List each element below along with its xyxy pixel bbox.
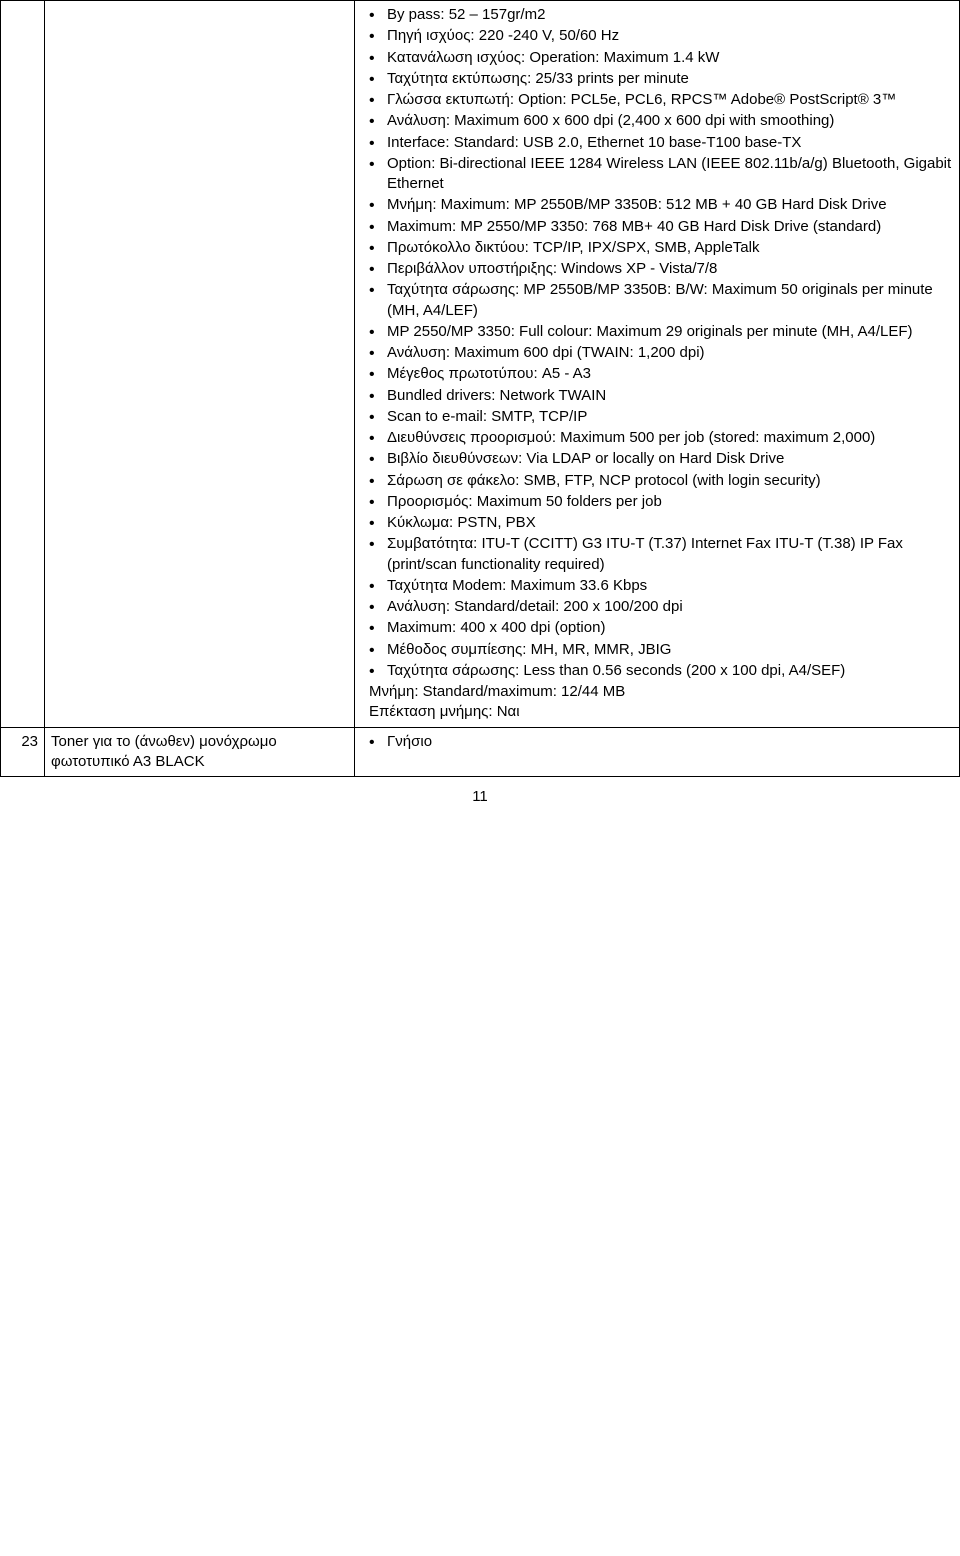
spec-item: Γνήσιο [369, 732, 953, 752]
row-spec-cell: Γνήσιο [355, 727, 960, 777]
trailing-lines: Μνήμη: Standard/maximum: 12/44 MBΕπέκτασ… [361, 682, 953, 723]
spec-item: Συμβατότητα: ITU-T (CCITT) G3 ITU-T (T.3… [369, 534, 953, 575]
spec-item: Ανάλυση: Maximum 600 dpi (TWAIN: 1,200 d… [369, 343, 953, 363]
spec-item: Βιβλίο διευθύνσεων: Via LDAP or locally … [369, 449, 953, 469]
spec-item: Πρωτόκολλο δικτύου: TCP/IP, IPX/SPX, SMB… [369, 238, 953, 258]
spec-item: Μνήμη: Maximum: MP 2550B/MP 3350B: 512 M… [369, 195, 953, 215]
spec-item: MP 2550/MP 3350: Full colour: Maximum 29… [369, 322, 953, 342]
row-number-cell [1, 1, 45, 728]
spec-item: Ταχύτητα σάρωσης: MP 2550B/MP 3350B: B/W… [369, 280, 953, 321]
trailing-line: Επέκταση μνήμης: Ναι [369, 702, 953, 722]
page-number: 11 [0, 777, 960, 813]
spec-item: Ανάλυση: Standard/detail: 200 x 100/200 … [369, 597, 953, 617]
trailing-line: Μνήμη: Standard/maximum: 12/44 MB [369, 682, 953, 702]
row-desc-cell [45, 1, 355, 728]
row-number-cell: 23 [1, 727, 45, 777]
row-description: Toner για το (άνωθεν) μονόχρωμο φωτοτυπι… [51, 733, 277, 770]
row-spec-cell: By pass: 52 – 157gr/m2Πηγή ισχύος: 220 -… [355, 1, 960, 728]
spec-item: Interface: Standard: USB 2.0, Ethernet 1… [369, 133, 953, 153]
spec-item: Διευθύνσεις προορισμού: Maximum 500 per … [369, 428, 953, 448]
spec-table: By pass: 52 – 157gr/m2Πηγή ισχύος: 220 -… [0, 0, 960, 777]
spec-item: Ανάλυση: Maximum 600 x 600 dpi (2,400 x … [369, 111, 953, 131]
spec-item: Ταχύτητα Modem: Maximum 33.6 Kbps [369, 576, 953, 596]
spec-list: By pass: 52 – 157gr/m2Πηγή ισχύος: 220 -… [361, 5, 953, 681]
row-number: 23 [21, 733, 38, 750]
spec-item: Μέθοδος συμπίεσης: MH, MR, MMR, JBIG [369, 640, 953, 660]
spec-item: Σάρωση σε φάκελο: SMB, FTP, NCP protocol… [369, 471, 953, 491]
spec-item: Περιβάλλον υποστήριξης: Windows XP - Vis… [369, 259, 953, 279]
spec-item: Scan to e-mail: SMTP, TCP/IP [369, 407, 953, 427]
row-desc-cell: Toner για το (άνωθεν) μονόχρωμο φωτοτυπι… [45, 727, 355, 777]
spec-item: Κατανάλωση ισχύος: Operation: Maximum 1.… [369, 48, 953, 68]
spec-item: Ταχύτητα σάρωσης: Less than 0.56 seconds… [369, 661, 953, 681]
spec-item: Μέγεθος πρωτοτύπου: A5 - A3 [369, 364, 953, 384]
spec-item: Bundled drivers: Network TWAIN [369, 386, 953, 406]
table-row: 23 Toner για το (άνωθεν) μονόχρωμο φωτοτ… [1, 727, 960, 777]
spec-item: Maximum: MP 2550/MP 3350: 768 MB+ 40 GB … [369, 217, 953, 237]
spec-item: Πηγή ισχύος: 220 -240 V, 50/60 Hz [369, 26, 953, 46]
spec-list: Γνήσιο [361, 732, 953, 752]
spec-item: Maximum: 400 x 400 dpi (option) [369, 618, 953, 638]
spec-item: Option: Bi-directional IEEE 1284 Wireles… [369, 154, 953, 195]
spec-item: Ταχύτητα εκτύπωσης: 25/33 prints per min… [369, 69, 953, 89]
spec-item: Προορισμός: Maximum 50 folders per job [369, 492, 953, 512]
spec-item: Κύκλωμα: PSTN, PBX [369, 513, 953, 533]
spec-item: Γλώσσα εκτυπωτή: Option: PCL5e, PCL6, RP… [369, 90, 953, 110]
table-row: By pass: 52 – 157gr/m2Πηγή ισχύος: 220 -… [1, 1, 960, 728]
spec-item: By pass: 52 – 157gr/m2 [369, 5, 953, 25]
